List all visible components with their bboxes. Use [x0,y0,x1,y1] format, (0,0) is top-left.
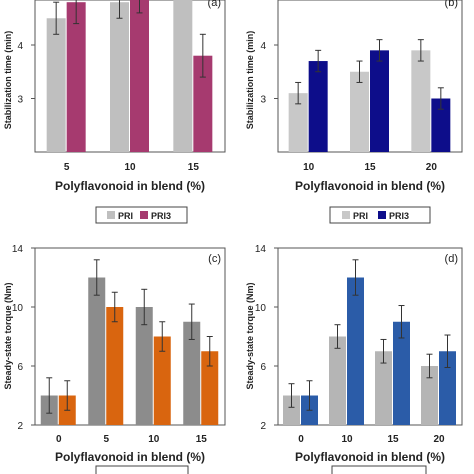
panel-label: (c) [208,253,221,265]
x-tick-label: 15 [196,434,208,445]
bar [201,351,219,425]
x-tick-label: 15 [364,162,376,173]
y-axis-label: Steady-state torque (Nm) [3,282,13,389]
x-tick-label: 10 [341,434,353,445]
legend-box [331,465,427,474]
legend-entry: PRI [118,211,133,221]
legend-swatch [378,211,386,219]
bar [283,395,300,425]
chart-panel-0: (a) 3 4 Stabilization time (min) 5 10 15 Polyfl… [3,0,226,224]
y-tick-label: 4 [17,41,23,52]
bar [130,0,149,152]
bar [431,98,451,152]
y-axis-label: Stabilization time (min) [3,31,13,130]
x-tick-label: 10 [303,162,315,173]
legend-entry: PRI3 [151,211,171,221]
bar [370,50,389,152]
x-tick-label: 20 [433,434,445,445]
chart-panel-2: (c) 2 6 10 14 Steady-state torque (Nm) 0 5 10 15 P… [3,244,226,474]
y-tick-label: 2 [260,421,266,432]
legend-swatch [107,211,115,219]
legend-entry: PRI [353,211,368,221]
x-tick-label: 0 [56,434,62,445]
bar [110,2,129,153]
bar [439,351,456,425]
y-tick-label: 10 [255,303,267,314]
bar [308,61,328,152]
bar [375,351,392,425]
x-tick-label: 5 [103,434,109,445]
y-tick-label: 14 [255,244,267,255]
x-tick-label: 20 [426,162,438,173]
y-tick-label: 4 [260,41,266,52]
y-tick-label: 14 [12,244,24,255]
bar [88,277,106,425]
bar [173,0,193,152]
panel-label: (a) [208,0,221,9]
legend-entry: PRI3 [389,211,409,221]
chart-panel-1: (b) 3 4 Stabilization time (min) 10 15 20 Polyf… [245,0,463,224]
y-tick-label: 6 [17,362,23,373]
bar [193,55,213,153]
y-axis-label: Steady-state torque (Nm) [245,282,255,389]
legend-box [95,465,189,474]
bar [153,336,171,425]
bar [183,321,201,425]
x-tick-label: 15 [188,162,200,173]
bar [347,277,364,425]
x-tick-label: 10 [148,434,160,445]
legend-swatch [140,211,148,219]
x-axis-label: Polyflavonoid in blend (%) [55,179,205,193]
bar [66,2,86,153]
x-axis-label: Polyflavonoid in blend (%) [55,450,205,464]
bar [350,71,369,152]
y-tick-label: 10 [12,303,24,314]
y-tick-label: 2 [17,421,23,432]
x-tick-label: 0 [298,434,304,445]
bar [106,307,124,425]
bar [288,93,308,152]
x-axis-label: Polyflavonoid in blend (%) [295,450,445,464]
x-axis-label: Polyflavonoid in blend (%) [295,179,445,193]
bar [135,307,153,425]
x-tick-label: 15 [387,434,399,445]
chart-panel-3: (d) 2 6 10 14 Steady-state torque (Nm) 0 10 15 20… [245,244,463,474]
panel-label: (b) [445,0,458,9]
y-axis-label: Stabilization time (min) [245,31,255,130]
panel-label: (d) [445,253,458,265]
plot-frame [277,247,463,426]
y-tick-label: 3 [17,95,23,106]
bar [393,321,410,425]
legend-swatch [342,211,350,219]
y-tick-label: 3 [260,95,266,106]
plot-frame [34,247,226,426]
bar [411,50,431,152]
bar [421,366,438,425]
bar [46,18,66,152]
bar [329,336,346,425]
y-tick-label: 6 [260,362,266,373]
x-tick-label: 5 [64,162,70,173]
x-tick-label: 10 [124,162,136,173]
